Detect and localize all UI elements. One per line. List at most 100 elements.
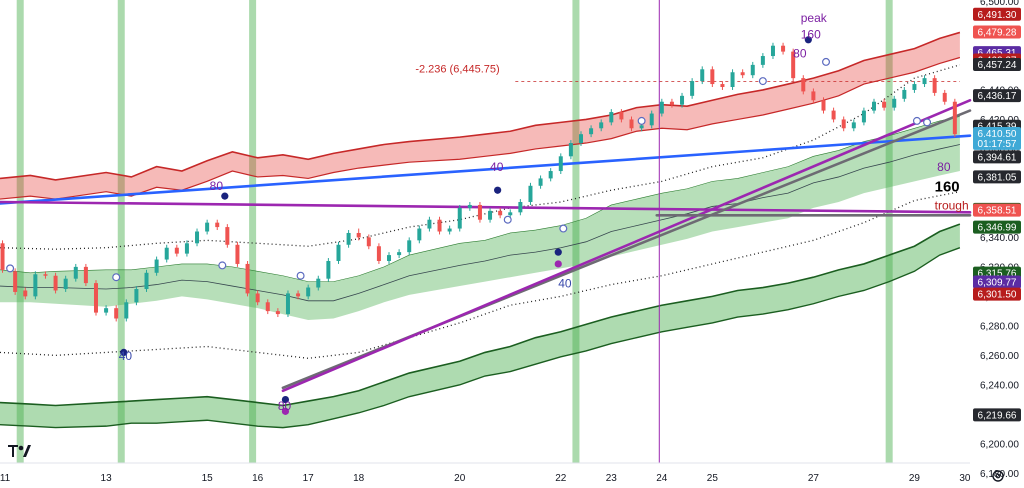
candle-body bbox=[427, 219, 432, 229]
candle-body bbox=[952, 101, 957, 135]
annotation-label: 80 bbox=[937, 160, 951, 174]
candle-body bbox=[23, 290, 28, 297]
signal-circle bbox=[218, 261, 227, 270]
cycle-dot bbox=[120, 348, 128, 357]
cycle-line bbox=[572, 0, 580, 463]
candle-body bbox=[336, 244, 341, 261]
price-label-box bbox=[973, 126, 1021, 140]
y-tick-label: 6,240.00 bbox=[980, 380, 1019, 391]
candle-body bbox=[760, 56, 765, 65]
candle-body bbox=[508, 212, 513, 216]
candle-body bbox=[821, 100, 826, 111]
cycle-dot bbox=[804, 36, 812, 44]
candle-body bbox=[710, 69, 715, 85]
candle-body bbox=[245, 263, 250, 294]
candle-body bbox=[356, 232, 361, 238]
lower-band-bottom bbox=[0, 247, 961, 429]
cycle-line bbox=[117, 0, 125, 463]
candle-body bbox=[346, 232, 351, 245]
candle-body bbox=[659, 101, 664, 114]
signal-circle bbox=[912, 116, 921, 125]
candle-body bbox=[275, 311, 280, 315]
candle-body bbox=[932, 78, 937, 93]
x-tick-label: 11 bbox=[0, 473, 11, 484]
candle-body bbox=[619, 112, 624, 120]
candle-body bbox=[174, 247, 179, 254]
candle-body bbox=[316, 278, 321, 288]
cycle-dot bbox=[494, 186, 502, 194]
x-tick-label: 16 bbox=[252, 473, 264, 484]
candle-body bbox=[225, 227, 230, 245]
candle-body bbox=[0, 243, 5, 270]
lower-band-top bbox=[0, 223, 961, 407]
dotted-lower-envelope bbox=[0, 191, 961, 359]
price-label-text: 6,381.05 bbox=[978, 172, 1017, 183]
candle-body bbox=[397, 252, 402, 256]
price-label-text: 6,479.28 bbox=[978, 28, 1017, 39]
signal-circle bbox=[637, 116, 646, 125]
candle-body bbox=[538, 178, 543, 186]
candle-body bbox=[791, 51, 796, 79]
signal-circle bbox=[559, 224, 568, 233]
candle-body bbox=[568, 143, 573, 157]
candle-body bbox=[690, 81, 695, 96]
candle-body bbox=[639, 125, 644, 129]
candle-body bbox=[376, 246, 381, 261]
price-label-text: 6,219.66 bbox=[978, 410, 1017, 421]
x-tick-label: 15 bbox=[202, 473, 214, 484]
price-label-text: 6,491.30 bbox=[978, 10, 1017, 21]
candle-body bbox=[720, 84, 725, 87]
price-label-text: 6,346.99 bbox=[978, 223, 1017, 234]
annotation-label: 40 bbox=[490, 160, 504, 174]
middle-band-top bbox=[0, 116, 960, 282]
candle-body bbox=[114, 308, 119, 319]
candle-body bbox=[781, 45, 786, 52]
candle-body bbox=[882, 101, 887, 108]
y-tick-label: 6,280.00 bbox=[980, 321, 1019, 332]
x-tick-label: 24 bbox=[656, 473, 668, 484]
x-tick-label: 20 bbox=[454, 473, 466, 484]
candle-body bbox=[33, 274, 38, 297]
y-tick-label: 6,400.00 bbox=[980, 144, 1019, 155]
dotted-upper-envelope bbox=[0, 64, 961, 250]
candle-body bbox=[872, 101, 877, 111]
candle-body bbox=[892, 98, 897, 108]
candle-body bbox=[144, 272, 149, 290]
x-tick-label: 22 bbox=[555, 473, 567, 484]
cycle-line bbox=[885, 0, 893, 463]
candle-body bbox=[265, 302, 270, 312]
candle-body bbox=[599, 122, 604, 129]
candle-body bbox=[680, 95, 685, 105]
trendlines bbox=[0, 98, 972, 393]
candle-body bbox=[104, 308, 109, 313]
candle-body bbox=[205, 222, 210, 232]
annotation-label: 80 bbox=[278, 399, 292, 413]
candle-body bbox=[609, 112, 614, 123]
price-label-box bbox=[973, 150, 1021, 164]
candle-body bbox=[164, 247, 169, 260]
candle-body bbox=[53, 275, 58, 291]
cycle-line bbox=[16, 0, 24, 463]
x-tick-label: 23 bbox=[606, 473, 618, 484]
candle-body bbox=[558, 156, 563, 172]
middle-band-center bbox=[0, 144, 960, 302]
trendline-blue bbox=[0, 134, 972, 205]
upper-band-top bbox=[0, 31, 961, 181]
y-tick-label: 6,500.00 bbox=[980, 0, 1019, 8]
annotation-label: 40 bbox=[558, 277, 572, 291]
candle-body bbox=[184, 243, 189, 254]
settings-gear-icon[interactable] bbox=[992, 470, 1004, 482]
candle-body bbox=[73, 266, 78, 279]
candle-body bbox=[589, 128, 594, 135]
lower-band-fill bbox=[0, 224, 960, 428]
candle-body bbox=[942, 92, 947, 102]
price-label-box bbox=[973, 287, 1021, 301]
dotted-envelopes bbox=[0, 64, 961, 359]
tradingview-logo[interactable] bbox=[8, 445, 31, 457]
price-label-box bbox=[973, 25, 1021, 39]
price-label-box bbox=[973, 58, 1021, 72]
candle-body bbox=[467, 204, 472, 208]
price-label-text: 6,358.51 bbox=[978, 206, 1017, 217]
trendline-purple bbox=[0, 200, 972, 214]
